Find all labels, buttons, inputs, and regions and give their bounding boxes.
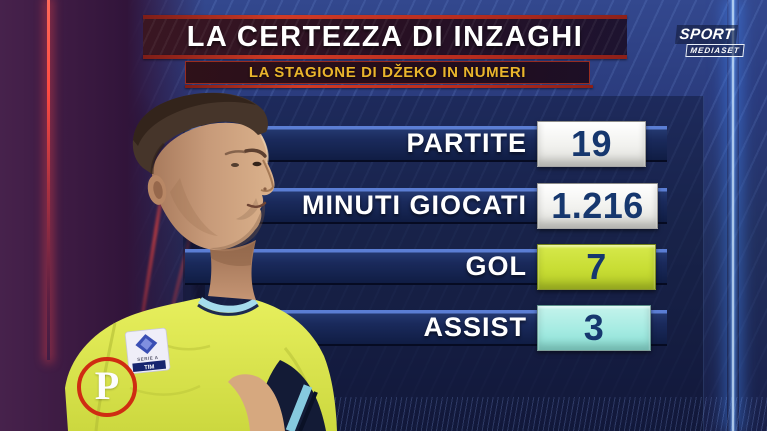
player-hair — [132, 92, 268, 175]
p-watermark-badge: P — [77, 357, 137, 417]
serie-a-patch: SERIE A TIM — [124, 327, 171, 375]
subtitle-underline — [185, 85, 593, 88]
jersey-collar — [197, 297, 259, 316]
stat-value: 19 — [570, 123, 613, 164]
title-banner: LA CERTEZZA DI INZAGHI — [143, 19, 627, 55]
stat-value-box-gol: 7 — [537, 244, 656, 290]
subtitle-banner: LA STAGIONE DI DŽEKO IN NUMERI — [185, 61, 590, 84]
stat-label: GOL — [465, 250, 527, 281]
p-watermark-letter: P — [94, 363, 120, 408]
stat-value: 7 — [586, 246, 607, 287]
mediaset-logo-text: MEDIASET — [689, 46, 741, 55]
player-face — [147, 122, 275, 251]
stat-value: 1.216 — [551, 185, 644, 226]
player-arm — [228, 374, 285, 431]
mediaset-logo-box: MEDIASET — [685, 44, 745, 57]
vertical-light-beam — [727, 0, 739, 431]
title-top-rule — [143, 15, 627, 19]
sport-logo-box: SPORT — [675, 25, 738, 44]
patch-league-text: SERIE A — [137, 355, 159, 362]
patch-sponsor-text: TIM — [144, 364, 155, 371]
title-bottom-rule — [143, 55, 627, 59]
player-neck — [208, 240, 256, 300]
stat-label: MINUTI GIOCATI — [302, 189, 527, 220]
sport-logo-text: SPORT — [678, 26, 735, 43]
stat-value: 3 — [583, 307, 605, 348]
stat-value-box-minuti: 1.216 — [537, 183, 658, 229]
page-title: LA CERTEZZA DI INZAGHI — [186, 20, 584, 53]
stat-value-box-assist: 3 — [537, 305, 651, 351]
channel-logo: SPORT MEDIASET — [675, 25, 746, 59]
stat-label: ASSIST — [423, 311, 527, 342]
red-glow-line — [47, 0, 50, 360]
stat-value-box-partite: 19 — [537, 121, 646, 167]
stat-label: PARTITE — [406, 127, 527, 158]
page-subtitle: LA STAGIONE DI DŽEKO IN NUMERI — [248, 64, 527, 81]
